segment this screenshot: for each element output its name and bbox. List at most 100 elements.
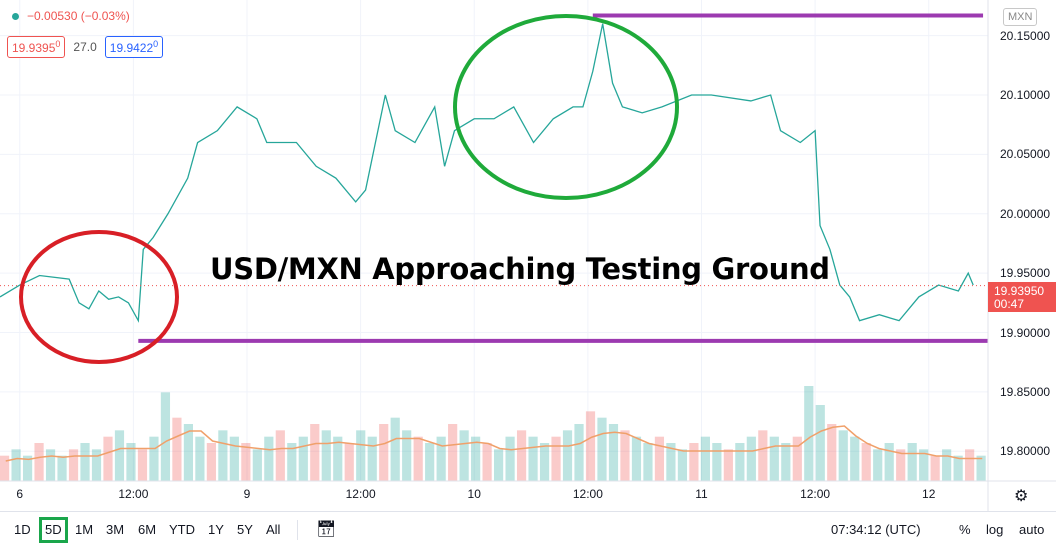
volume-bar — [310, 424, 320, 481]
volume-bar — [22, 455, 33, 481]
volume-bar — [229, 436, 239, 481]
price-axis-label: 19.95000 — [1000, 266, 1051, 281]
volume-bar — [344, 443, 354, 481]
range-1y[interactable]: 1Y — [208, 522, 224, 537]
price-series-line — [0, 23, 974, 323]
volume-bar — [700, 436, 710, 481]
volume-bar — [873, 449, 883, 481]
volume-bar — [505, 436, 515, 481]
sell-price-pip: 0 — [55, 39, 61, 49]
time-axis-label: 12:00 — [345, 487, 376, 501]
time-axis-label: 11 — [695, 487, 708, 501]
volume-bar — [574, 424, 584, 481]
volume-bar — [218, 430, 228, 481]
volume-bar — [654, 436, 665, 481]
calendar-icon[interactable]: 📅︎ — [316, 521, 337, 538]
volume-bar — [528, 436, 538, 481]
auto-toggle[interactable]: auto — [1019, 522, 1045, 537]
volume-bar — [321, 430, 331, 481]
volume-bar — [516, 430, 527, 481]
volume-bar — [57, 455, 67, 481]
range-5y[interactable]: 5Y — [237, 522, 253, 537]
bottom-toolbar: 1D 5D 1M 3M 6M YTD 1Y 5Y All 📅︎ 07:34:12… — [0, 511, 1056, 543]
spread-value: 27.0 — [73, 40, 97, 54]
volume-bar — [781, 443, 791, 481]
volume-bar — [539, 443, 550, 481]
volume-bar — [965, 449, 975, 481]
volume-bar — [585, 411, 596, 481]
range-3m[interactable]: 3M — [106, 522, 125, 537]
gear-icon[interactable]: ⚙ — [1014, 488, 1029, 505]
percent-toggle[interactable]: % — [959, 522, 971, 537]
log-toggle[interactable]: log — [986, 522, 1004, 537]
volume-bar — [34, 443, 44, 481]
buy-price-pip: 0 — [153, 39, 159, 49]
last-price-tag: 19.93950 00:47 — [988, 282, 1056, 312]
volume-bar — [907, 443, 917, 481]
range-1m[interactable]: 1M — [75, 522, 94, 537]
price-axis-label: 20.05000 — [1000, 147, 1051, 162]
volume-bar — [494, 449, 504, 481]
utc-clock[interactable]: 07:34:12 (UTC) — [831, 522, 921, 537]
volume-bar — [723, 449, 733, 481]
volume-bar — [850, 436, 860, 481]
time-axis-label: 12:00 — [572, 487, 603, 501]
sell-price: 19.9395 — [12, 41, 56, 55]
chart-grid — [0, 0, 988, 481]
last-price-value: 19.93950 — [994, 284, 1045, 298]
legend-prices: 19.93950 27.0 19.94220 — [7, 36, 164, 58]
volume-bar — [413, 436, 423, 481]
volume-bar — [367, 436, 377, 481]
volume-bar — [195, 436, 205, 481]
volume-bar — [884, 443, 894, 481]
volume-bar — [126, 443, 136, 481]
legend-change: −0.00530 (−0.03%) — [12, 9, 130, 23]
volume-bar — [459, 430, 469, 481]
buy-price-button[interactable]: 19.94220 — [104, 36, 164, 58]
range-all[interactable]: All — [266, 522, 281, 537]
volume-bar — [620, 430, 630, 481]
volume-bar — [930, 455, 940, 481]
range-5d[interactable]: 5D — [39, 517, 68, 543]
sell-price-button[interactable]: 19.93950 — [7, 36, 66, 58]
volume-bar — [735, 443, 745, 481]
price-axis-label: 20.00000 — [1000, 206, 1051, 221]
volume-bar — [746, 436, 756, 481]
volume-bar — [379, 424, 389, 481]
volume-bar — [252, 449, 262, 481]
volume-bar — [114, 430, 125, 481]
volume-bar — [919, 449, 929, 481]
volume-bar — [448, 424, 458, 481]
volume-bar — [666, 443, 676, 481]
low-circle-annotation[interactable] — [19, 230, 179, 364]
price-axis-label: 20.15000 — [1000, 28, 1051, 43]
volume-bar — [769, 436, 779, 481]
currency-selector[interactable]: MXN — [1003, 8, 1038, 26]
volume-bar — [206, 443, 216, 481]
volume-moving-average-line — [5, 425, 983, 462]
high-circle-annotation[interactable] — [453, 14, 679, 200]
volume-bar — [942, 449, 952, 481]
volume-bar — [103, 436, 113, 481]
volume-bar — [597, 417, 607, 481]
range-ytd[interactable]: YTD — [169, 522, 195, 537]
range-6m[interactable]: 6M — [138, 522, 157, 537]
volume-bar — [160, 392, 171, 481]
time-axis-label: 12:00 — [118, 487, 149, 501]
volume-bar — [11, 449, 21, 481]
volume-bar — [838, 430, 848, 481]
toolbar-separator — [297, 520, 298, 540]
volume-bar — [356, 430, 366, 481]
volume-bar — [896, 449, 906, 481]
volume-bar — [91, 449, 102, 481]
change-value: −0.00530 (−0.03%) — [27, 9, 130, 23]
volume-bar — [861, 443, 871, 481]
time-axis-label: 10 — [467, 487, 481, 501]
volume-bar — [551, 436, 561, 481]
volume-bar — [689, 443, 699, 481]
volume-bar — [953, 455, 963, 481]
volume-bar — [712, 443, 722, 481]
range-1d[interactable]: 1D — [14, 522, 31, 537]
volume-bar — [758, 430, 768, 481]
